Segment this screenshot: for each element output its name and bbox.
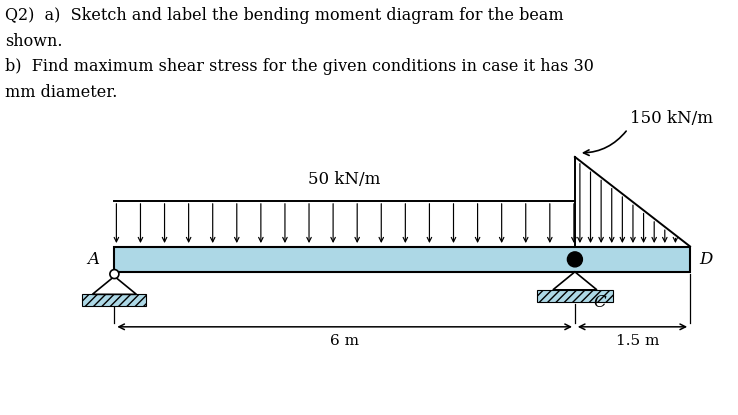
Polygon shape — [114, 247, 690, 272]
Polygon shape — [83, 294, 146, 306]
Text: D: D — [699, 251, 712, 268]
Text: 6 m: 6 m — [330, 334, 359, 348]
Text: 150 kN/m: 150 kN/m — [630, 110, 713, 127]
Text: b)  Find maximum shear stress for the given conditions in case it has 30: b) Find maximum shear stress for the giv… — [5, 58, 594, 75]
Text: shown.: shown. — [5, 32, 63, 49]
Text: A: A — [87, 251, 100, 268]
Text: C: C — [593, 294, 606, 311]
Text: 1.5 m: 1.5 m — [615, 334, 659, 348]
Polygon shape — [537, 290, 613, 302]
Circle shape — [568, 252, 582, 267]
Circle shape — [110, 270, 119, 278]
Polygon shape — [553, 272, 597, 290]
Text: mm diameter.: mm diameter. — [5, 83, 117, 100]
Polygon shape — [92, 276, 137, 294]
Text: Q2)  a)  Sketch and label the bending moment diagram for the beam: Q2) a) Sketch and label the bending mome… — [5, 7, 564, 24]
Text: 50 kN/m: 50 kN/m — [308, 171, 381, 188]
